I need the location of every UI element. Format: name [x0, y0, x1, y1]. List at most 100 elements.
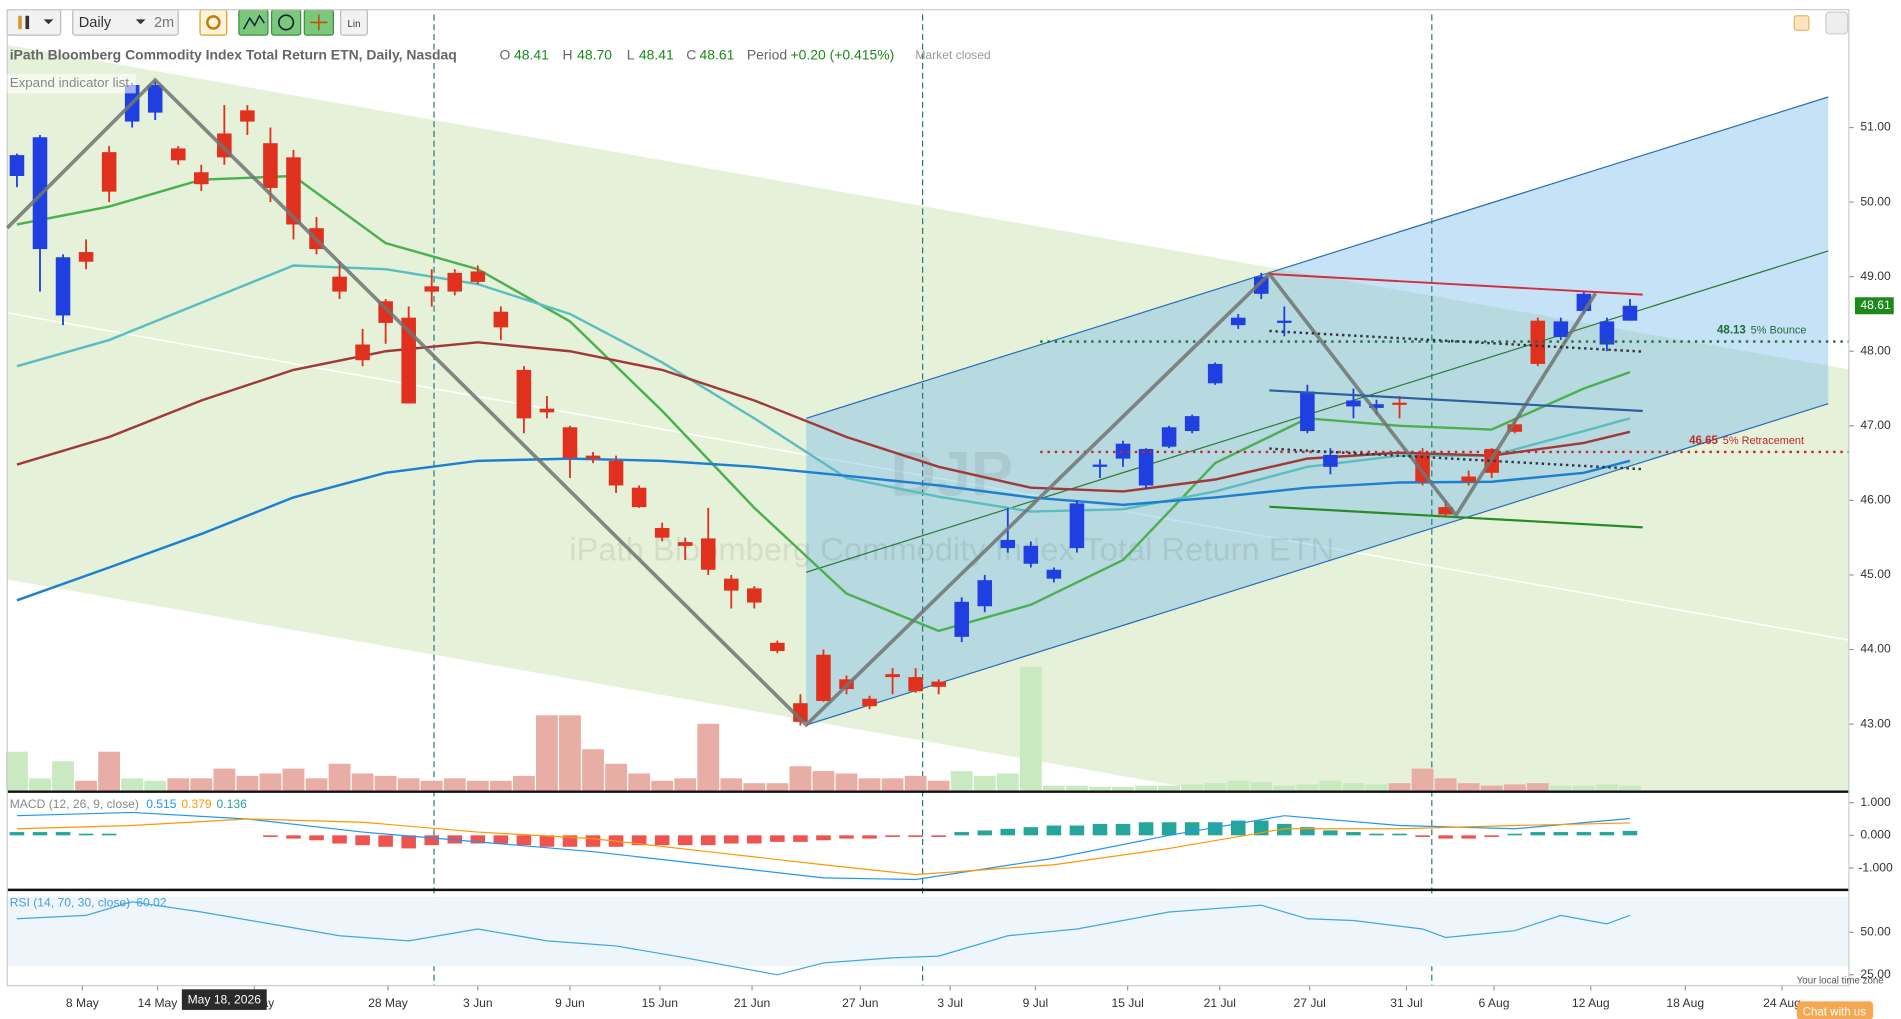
trend-channel — [7, 44, 1886, 791]
candle-body — [1069, 503, 1085, 549]
y-tick-label: -1.000 — [1858, 860, 1893, 874]
axis-bg — [1848, 9, 1901, 791]
volume-bar — [812, 771, 835, 791]
candle-body — [55, 257, 71, 316]
candle-body — [1346, 400, 1361, 407]
clock-button[interactable] — [270, 9, 302, 36]
y-tick-label: 48.00 — [1860, 343, 1891, 357]
volume-bar — [1250, 781, 1273, 791]
x-tick-label: 15 Jul — [1111, 996, 1143, 1010]
watermark-name: iPath Bloomberg Commodity Index Total Re… — [569, 530, 1334, 567]
histogram-bar — [1323, 830, 1338, 836]
volume-bar — [950, 771, 973, 791]
volume-bar — [489, 780, 512, 791]
histogram-bar — [839, 835, 854, 839]
candle-body — [147, 85, 163, 113]
histogram-bar — [55, 832, 71, 836]
candle-body — [1253, 276, 1269, 294]
y-tick-label: 43.00 — [1860, 716, 1891, 730]
channel-midline — [7, 312, 1849, 641]
chart-type-button[interactable] — [6, 9, 62, 36]
histogram-bar — [9, 832, 25, 836]
histogram-bar — [1576, 832, 1592, 836]
candle-body — [1323, 454, 1338, 467]
volume-bar — [927, 780, 950, 791]
histogram-bar — [1161, 822, 1177, 836]
histogram-bar — [585, 835, 601, 847]
plot: 48.13 5% Bounce 46.65 5% Retracement 43.00 44… — [6, 9, 1901, 1010]
icon-button[interactable] — [1793, 15, 1810, 31]
histogram-bar — [332, 835, 347, 844]
volume-bar — [1342, 783, 1365, 791]
ohlc-label: O — [499, 46, 510, 62]
histogram-bar — [539, 835, 555, 847]
x-tick-label: 21 Jun — [734, 996, 770, 1010]
icon — [278, 14, 295, 31]
volume-bar — [328, 763, 351, 791]
candle-body — [700, 538, 716, 570]
expand-button[interactable] — [7, 73, 136, 94]
histogram-bar — [355, 835, 370, 846]
histogram-bar — [78, 833, 94, 836]
fullscreen-button[interactable] — [1825, 11, 1849, 35]
volume-bar — [1319, 780, 1342, 791]
candle-body — [355, 344, 370, 361]
y-tick-label: 44.00 — [1860, 642, 1891, 656]
volume-bar — [1411, 768, 1434, 791]
level-value: 48.13 — [1717, 325, 1746, 337]
indicator-line — [16, 818, 1630, 876]
candle-body — [1184, 416, 1200, 432]
level-text: 5% Retracement — [1723, 435, 1804, 447]
header: iPath Bloomberg Commodity Index Total Re… — [7, 46, 991, 94]
histogram-bar — [1069, 825, 1085, 836]
icon — [43, 19, 54, 25]
volume-bar — [720, 778, 743, 791]
chat-label: Chat with us — [1803, 1006, 1867, 1018]
candle-body — [1461, 476, 1476, 482]
histogram-bar — [931, 835, 946, 837]
x-tick-label: 9 Jun — [555, 996, 585, 1010]
histogram-bar — [654, 835, 670, 846]
candle-body — [562, 427, 578, 458]
candle-body — [9, 155, 25, 176]
candle-body — [654, 527, 670, 538]
volume-bar — [75, 780, 97, 791]
chat-button[interactable] — [1796, 1001, 1874, 1019]
icon — [18, 15, 22, 30]
settings-button[interactable] — [199, 9, 228, 36]
candle-body — [770, 642, 785, 652]
volume-bar — [1135, 785, 1157, 791]
x-tick-label: 12 Aug — [1572, 996, 1610, 1010]
volume-bar — [1388, 783, 1411, 791]
candle-body — [101, 152, 117, 192]
interval: Daily — [79, 15, 112, 31]
histogram-bar — [631, 835, 647, 846]
channel-midline — [806, 250, 1829, 573]
volume-bar — [305, 778, 328, 791]
volume-bar — [52, 761, 74, 791]
icon — [135, 19, 146, 25]
volume-bar — [674, 778, 697, 791]
expand-indicator-list: Expand indicator list — [10, 75, 130, 90]
candle-body — [447, 272, 463, 292]
histogram-bar — [32, 832, 48, 836]
histogram-bar — [1023, 827, 1039, 836]
candle-body — [908, 677, 923, 692]
volume-bar — [1273, 785, 1296, 791]
volume-bar — [1526, 783, 1549, 791]
indicator-label: RSI (14, 70, 30, close) — [10, 895, 130, 909]
candle-body — [585, 455, 601, 459]
channel-line — [806, 403, 1829, 726]
candle-body — [332, 276, 347, 292]
candle-body — [1599, 321, 1615, 345]
volume-bar — [466, 780, 489, 791]
crosshair-date-badge — [181, 989, 267, 1010]
candle-body — [931, 681, 946, 687]
volume-bar — [397, 778, 420, 791]
scale: Lin — [348, 19, 361, 30]
y-tick-label: 50.00 — [1860, 194, 1891, 208]
y-tick-label: 1.000 — [1860, 795, 1891, 809]
candle-body — [78, 252, 94, 262]
histogram-bar — [424, 835, 439, 846]
